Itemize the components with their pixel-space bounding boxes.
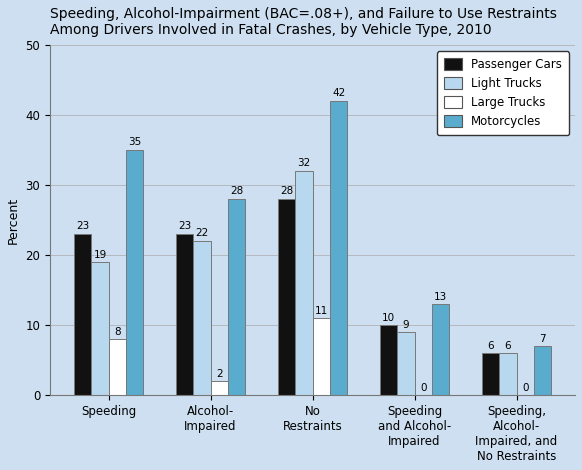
Bar [330, 101, 347, 395]
Text: 28: 28 [230, 187, 243, 196]
Bar [228, 199, 245, 395]
Text: 7: 7 [539, 334, 546, 344]
Bar [278, 199, 295, 395]
Text: 0: 0 [420, 383, 427, 392]
Text: Speeding, Alcohol-Impairment (BAC=.08+), and Failure to Use Restraints
Among Dri: Speeding, Alcohol-Impairment (BAC=.08+),… [50, 7, 557, 37]
Bar [91, 262, 109, 395]
Bar [295, 171, 313, 395]
Text: 8: 8 [114, 327, 120, 337]
Text: 9: 9 [403, 320, 409, 329]
Bar [482, 353, 499, 395]
Bar [397, 332, 414, 395]
Text: 11: 11 [315, 306, 328, 315]
Text: 6: 6 [487, 341, 494, 351]
Bar [432, 304, 449, 395]
Text: 42: 42 [332, 88, 345, 99]
Text: 28: 28 [280, 187, 293, 196]
Text: 2: 2 [216, 368, 222, 378]
Bar [109, 339, 126, 395]
Bar [126, 150, 143, 395]
Bar [499, 353, 516, 395]
Text: 32: 32 [297, 158, 311, 168]
Bar [313, 318, 330, 395]
Bar [74, 235, 91, 395]
Bar [380, 325, 397, 395]
Legend: Passenger Cars, Light Trucks, Large Trucks, Motorcycles: Passenger Cars, Light Trucks, Large Truc… [437, 51, 569, 135]
Bar [534, 346, 551, 395]
Text: 23: 23 [178, 221, 191, 232]
Text: 13: 13 [434, 291, 447, 302]
Y-axis label: Percent: Percent [7, 197, 20, 244]
Text: 23: 23 [76, 221, 89, 232]
Bar [176, 235, 193, 395]
Text: 6: 6 [505, 341, 511, 351]
Text: 35: 35 [128, 138, 141, 148]
Bar [193, 241, 211, 395]
Text: 22: 22 [196, 228, 208, 238]
Text: 0: 0 [522, 383, 528, 392]
Text: 10: 10 [382, 313, 395, 322]
Text: 19: 19 [93, 250, 107, 259]
Bar [211, 381, 228, 395]
